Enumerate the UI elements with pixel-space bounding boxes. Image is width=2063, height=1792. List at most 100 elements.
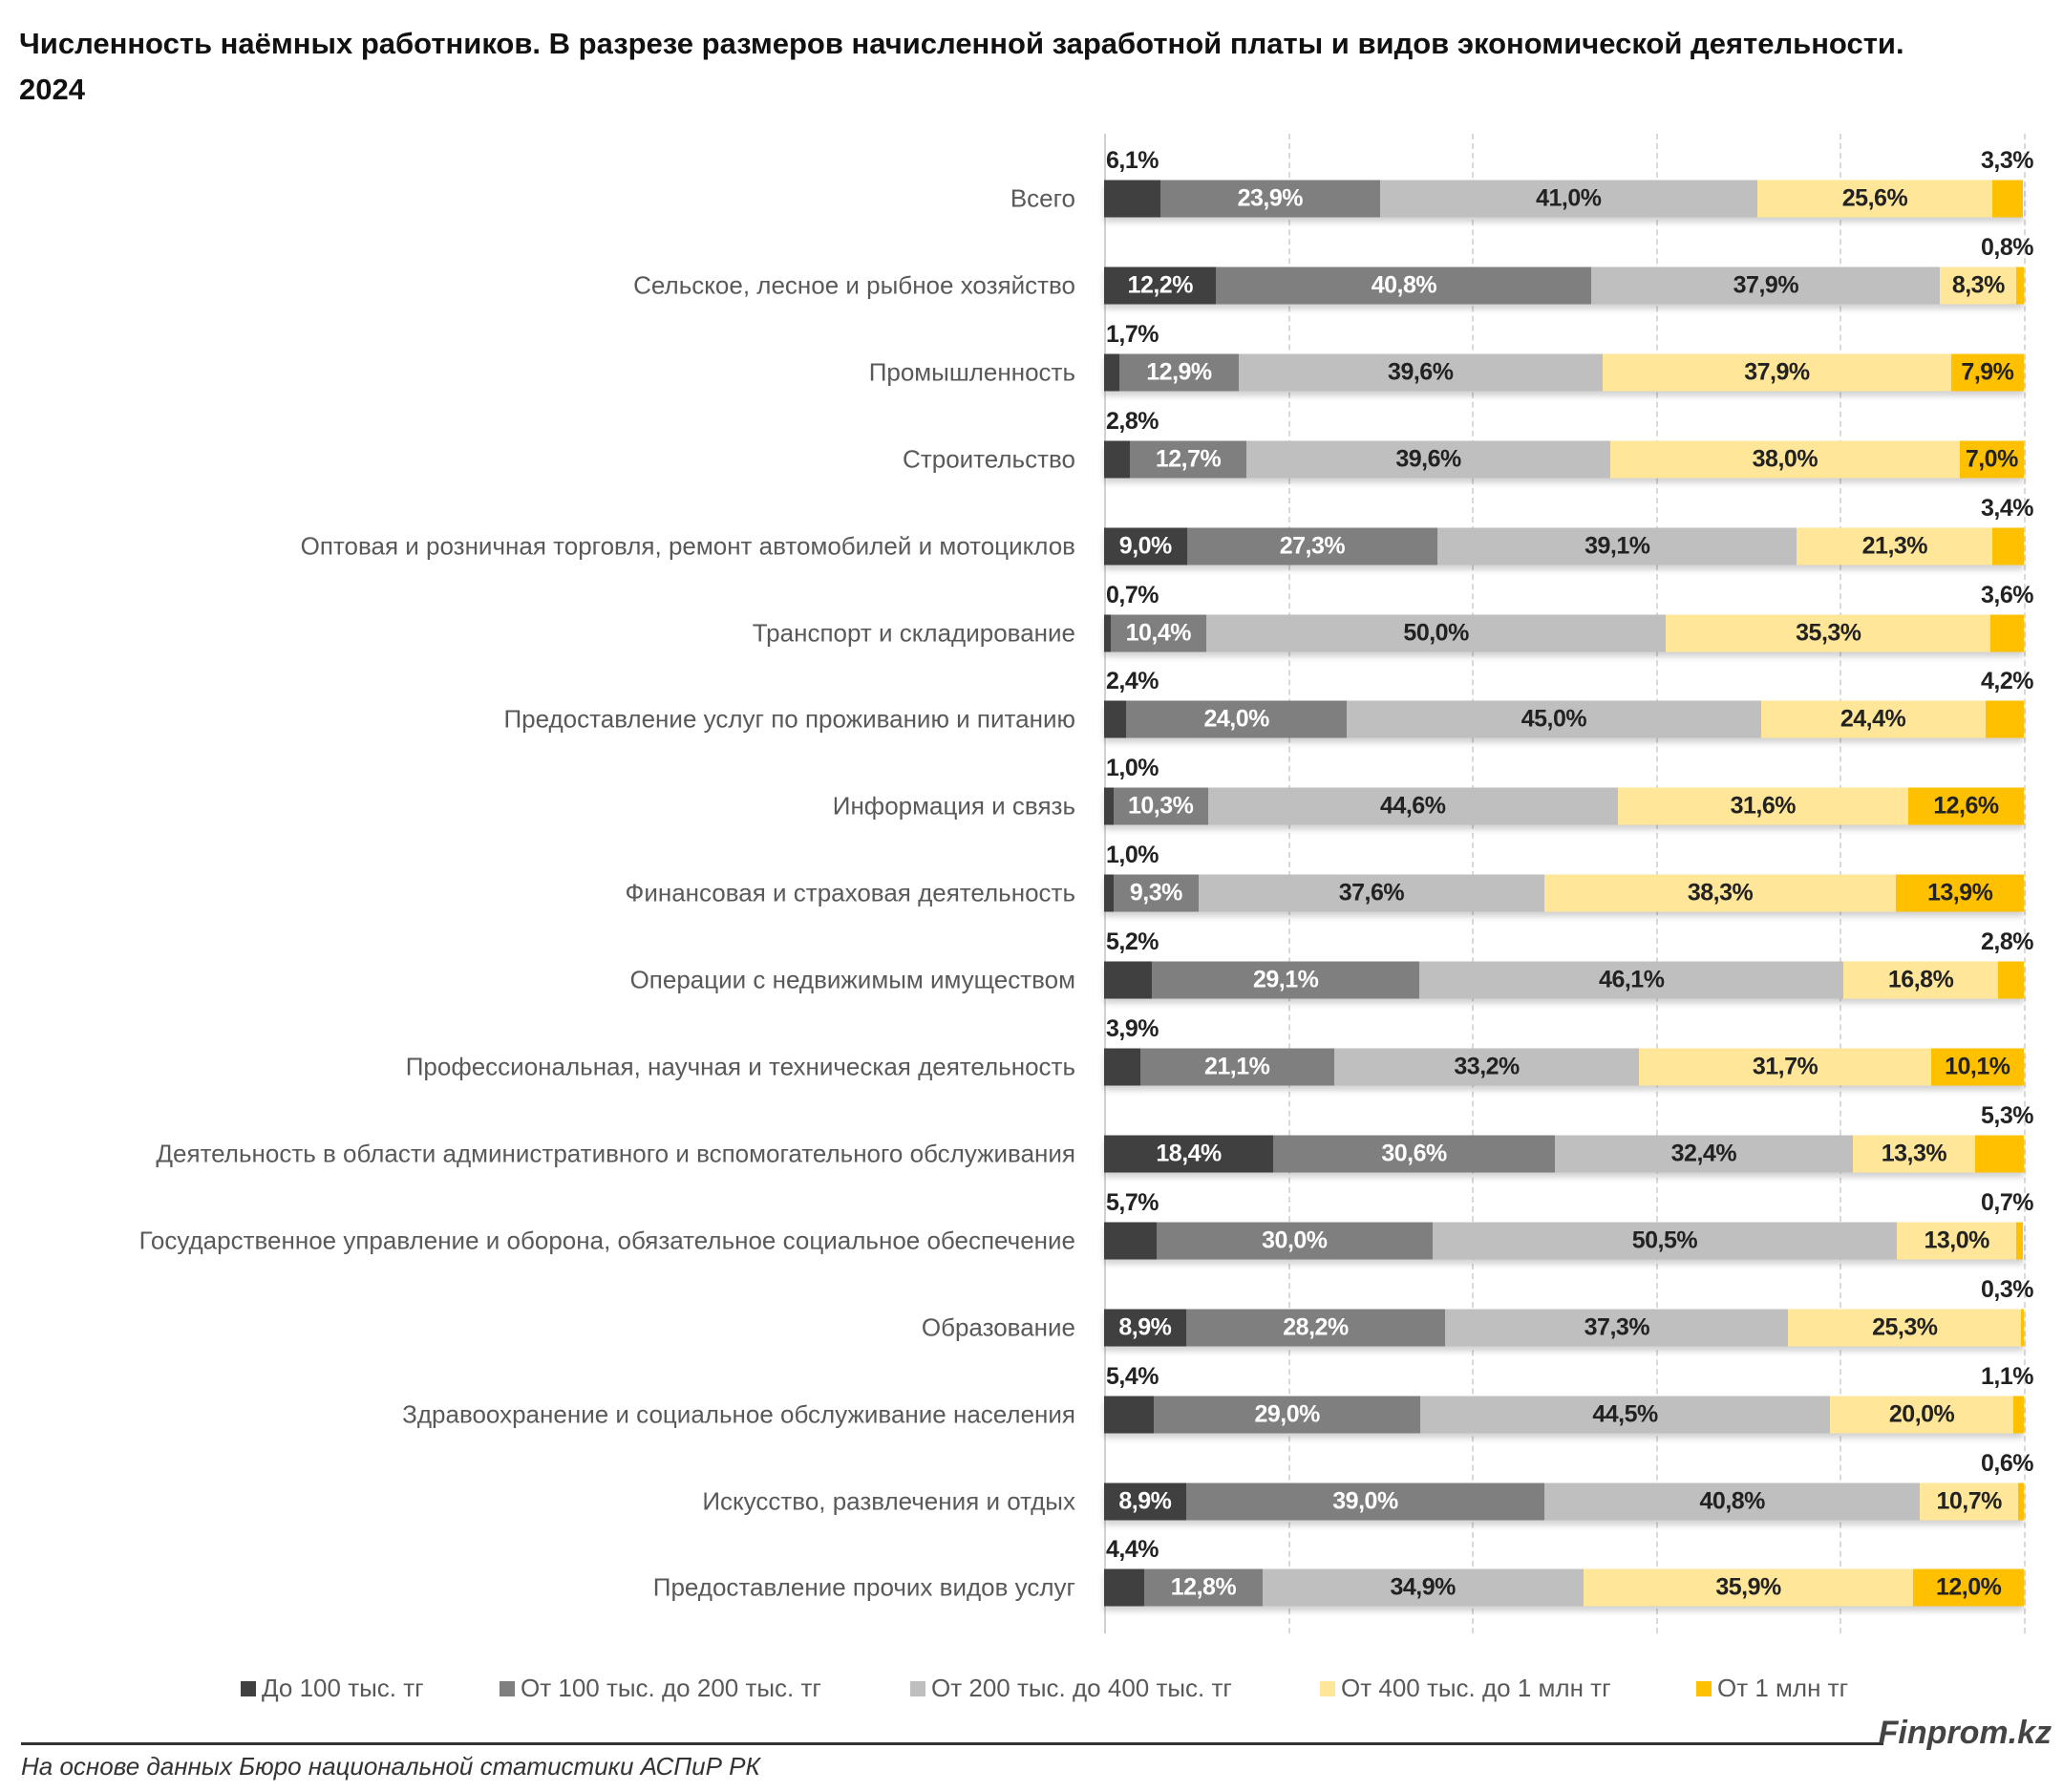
- data-label: 50,5%: [1631, 1227, 1698, 1254]
- data-label: 31,7%: [1752, 1053, 1818, 1080]
- bar-segment: 32,4%: [1554, 1135, 1853, 1173]
- legend-item: До 100 тыс. тг: [241, 1674, 424, 1703]
- category-label: Сельское, лесное и рыбное хозяйство: [633, 270, 1075, 300]
- data-label: 45,0%: [1521, 705, 1587, 733]
- data-label: 1,1%: [1981, 1362, 2033, 1390]
- data-label: 0,3%: [1981, 1275, 2033, 1303]
- data-label: 2,8%: [1106, 407, 1159, 435]
- category-label: Государственное управление и оборона, об…: [138, 1226, 1075, 1255]
- bar-segment: 13,9%: [1896, 874, 2024, 912]
- bar-segment: [1104, 1048, 1140, 1086]
- data-label: 12,6%: [1933, 792, 1999, 820]
- data-label: 37,9%: [1733, 271, 1799, 299]
- bar-segment: 40,8%: [1544, 1483, 1921, 1520]
- category-label: Всего: [1010, 183, 1075, 213]
- category-label: Операции с недвижимым имуществом: [629, 965, 1075, 994]
- bar-segment: 37,3%: [1445, 1309, 1789, 1347]
- stacked-bar: 12,2% 40,8% 37,9% 8,3%: [1104, 267, 2024, 305]
- bar-segment: 9,0%: [1104, 527, 1187, 565]
- bar-segment: 34,9%: [1262, 1568, 1584, 1607]
- bar-segment: 10,7%: [1920, 1483, 2019, 1520]
- bar-segment: [2021, 1309, 2024, 1347]
- bar-segment: [1104, 180, 1160, 218]
- bar-segment: 35,9%: [1583, 1568, 1914, 1607]
- source-note: На основе данных Бюро национальной стати…: [21, 1752, 760, 1781]
- bar-segment: [1104, 440, 1130, 479]
- data-label: 25,6%: [1841, 184, 1908, 212]
- legend: До 100 тыс. тг От 100 тыс. до 200 тыс. тг…: [0, 1674, 2063, 1708]
- data-label: 13,3%: [1881, 1140, 1947, 1167]
- bar-segment: [1104, 1396, 1154, 1434]
- data-label: 25,3%: [1872, 1313, 1938, 1341]
- bar-segment: 39,6%: [1246, 440, 1611, 479]
- data-label: 1,7%: [1106, 320, 1159, 348]
- bar-segment: 7,9%: [1950, 353, 2024, 392]
- data-label: 50,0%: [1403, 619, 1469, 646]
- bar-segment: 10,3%: [1113, 787, 1208, 825]
- bar-segment: 12,8%: [1144, 1568, 1263, 1607]
- data-label: 3,4%: [1981, 494, 2033, 522]
- bar-segment: 12,0%: [1913, 1568, 2024, 1607]
- bar-segment: [2016, 267, 2024, 305]
- data-label: 34,9%: [1390, 1573, 1456, 1601]
- data-label: 7,0%: [1965, 445, 2018, 473]
- bar-segment: 31,6%: [1617, 787, 1908, 825]
- legend-label: От 200 тыс. до 400 тыс. тг: [931, 1674, 1232, 1702]
- footer-divider: [21, 1742, 1883, 1745]
- stacked-bar: 12,9% 39,6% 37,9% 7,9%: [1104, 353, 2024, 392]
- data-label: 5,2%: [1106, 928, 1159, 956]
- data-label: 37,6%: [1338, 879, 1405, 907]
- bar-segment: 44,6%: [1207, 787, 1618, 825]
- data-label: 24,0%: [1203, 705, 1269, 733]
- bar-segment: 10,4%: [1110, 614, 1206, 651]
- stacked-bar: 10,4% 50,0% 35,3%: [1104, 614, 2024, 651]
- legend-swatch: [241, 1680, 256, 1696]
- category-label: Транспорт и складирование: [752, 618, 1075, 647]
- bar-segment: 9,3%: [1113, 874, 1200, 912]
- bar-segment: 30,6%: [1273, 1135, 1555, 1173]
- bar-segment: 35,3%: [1666, 614, 1991, 651]
- gridline: [2024, 134, 2026, 1633]
- bar-segment: [1104, 700, 1127, 738]
- bar-segment: 39,1%: [1437, 527, 1797, 565]
- data-label: 1,0%: [1106, 755, 1159, 782]
- data-label: 39,1%: [1584, 532, 1650, 560]
- data-label: 1,0%: [1106, 842, 1159, 869]
- bar-segment: 27,3%: [1186, 527, 1438, 565]
- data-label: 9,0%: [1118, 532, 1172, 560]
- data-label: 3,6%: [1981, 581, 2033, 608]
- bar-segment: [2013, 1396, 2024, 1434]
- bar-segment: 40,8%: [1216, 267, 1592, 305]
- stacked-bar: 8,9% 28,2% 37,3% 25,3%: [1104, 1309, 2024, 1347]
- data-label: 30,0%: [1262, 1227, 1328, 1254]
- stacked-bar: 24,0% 45,0% 24,4%: [1104, 700, 2024, 738]
- legend-item: От 400 тыс. до 1 млн тг: [1320, 1674, 1611, 1703]
- data-label: 39,0%: [1332, 1487, 1398, 1514]
- bar-segment: 16,8%: [1843, 961, 1998, 999]
- bar-segment: [1985, 700, 2024, 738]
- bar-segment: 12,2%: [1104, 267, 1217, 305]
- bar-segment: 23,9%: [1159, 180, 1380, 218]
- legend-swatch: [910, 1680, 925, 1696]
- data-label: 33,2%: [1454, 1053, 1520, 1080]
- bar-segment: 21,1%: [1139, 1048, 1334, 1086]
- legend-swatch: [500, 1680, 515, 1696]
- legend-item: От 100 тыс. до 200 тыс. тг: [500, 1674, 821, 1703]
- bar-segment: [2016, 1222, 2024, 1260]
- data-label: 44,6%: [1380, 792, 1446, 820]
- legend-label: От 400 тыс. до 1 млн тг: [1341, 1674, 1611, 1702]
- bar-segment: 25,6%: [1756, 180, 1993, 218]
- data-label: 8,9%: [1118, 1313, 1172, 1341]
- data-label: 13,0%: [1924, 1227, 1989, 1254]
- data-label: 12,7%: [1155, 445, 1222, 473]
- data-label: 28,2%: [1283, 1313, 1349, 1341]
- brand-logo: Finprom.kz: [1878, 1715, 2052, 1751]
- bar-segment: [1104, 1222, 1157, 1260]
- data-label: 30,6%: [1381, 1140, 1447, 1167]
- bar-segment: 50,5%: [1432, 1222, 1898, 1260]
- category-label: Предоставление прочих видов услуг: [652, 1572, 1075, 1602]
- bar-segment: 39,0%: [1185, 1483, 1545, 1520]
- data-label: 37,3%: [1584, 1313, 1650, 1341]
- data-label: 40,8%: [1699, 1487, 1766, 1514]
- data-label: 20,0%: [1888, 1400, 1955, 1428]
